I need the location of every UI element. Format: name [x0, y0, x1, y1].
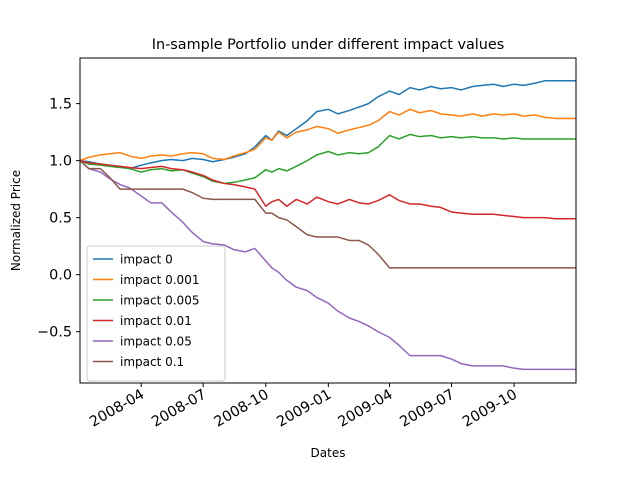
- series-line-impact-0-005: [79, 133, 576, 185]
- legend: impact 0 impact 0.001 impact 0.005 impact 0…: [86, 245, 226, 382]
- x-tick-label: 2008-04: [87, 387, 147, 431]
- legend-label-impact-0-1: impact 0.1: [120, 355, 184, 369]
- x-tick-label: 2009-01: [274, 387, 334, 431]
- y-tick-label: 1.5: [49, 97, 72, 113]
- series-line-impact-0: [79, 80, 576, 170]
- legend-label-impact-0-001: impact 0.001: [120, 273, 199, 287]
- x-tick-label: 2009-10: [460, 387, 520, 431]
- legend-label-impact-0-05: impact 0.05: [120, 335, 192, 349]
- y-axis-label: Normalized Price: [9, 170, 23, 271]
- x-tick-label: 2009-07: [397, 387, 457, 431]
- legend-label-impact-0: impact 0: [120, 253, 173, 267]
- series-line-impact-0-1: [79, 160, 576, 269]
- x-axis-label: Dates: [311, 446, 346, 460]
- y-tick-label: −0.5: [37, 325, 72, 341]
- series-line-impact-0-05: [79, 160, 576, 371]
- x-tick-label: 2008-07: [149, 387, 209, 431]
- x-tick-label: 2008-10: [212, 387, 272, 431]
- chart-title: In-sample Portfolio under different impa…: [152, 37, 505, 53]
- x-axis: 2008-04 2008-07 2008-10 2009-01 2009-04 2009-…: [87, 383, 520, 431]
- series-layer: [79, 80, 576, 371]
- y-axis: −0.5 0.0 0.5 1.0 1.5: [37, 97, 80, 341]
- legend-label-impact-0-005: impact 0.005: [120, 294, 199, 308]
- series-line-impact-0-01: [79, 159, 576, 220]
- y-tick-label: 0.0: [49, 268, 72, 284]
- y-tick-label: 0.5: [49, 211, 72, 227]
- x-tick-label: 2009-04: [335, 387, 395, 431]
- legend-label-impact-0-01: impact 0.01: [120, 314, 192, 328]
- series-line-impact-0-001: [79, 108, 576, 162]
- y-tick-label: 1.0: [49, 154, 72, 170]
- legend-box: [86, 245, 226, 382]
